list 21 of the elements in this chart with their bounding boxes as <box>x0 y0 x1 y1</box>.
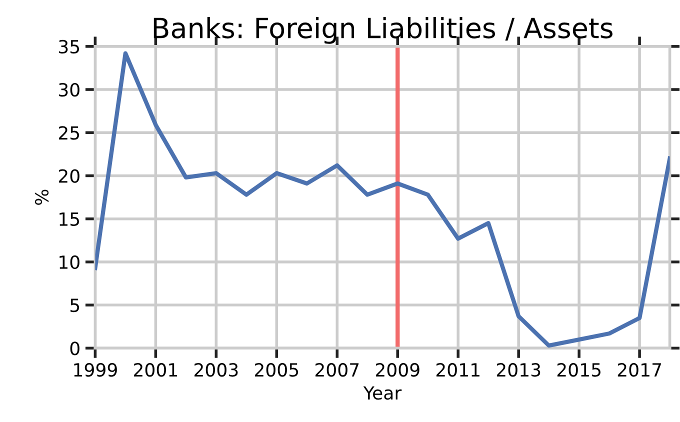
y-tick-label: 5 <box>70 298 80 312</box>
y-tick-label: 0 <box>70 342 80 356</box>
x-tick-label: 2011 <box>436 363 480 377</box>
y-tick-label: 20 <box>58 169 80 183</box>
x-tick-label: 2005 <box>255 363 298 377</box>
x-tick-label: 2003 <box>194 363 238 377</box>
x-tick-label: 2009 <box>376 363 420 377</box>
y-tick-label: 30 <box>59 82 80 97</box>
y-tick-label: 25 <box>58 126 80 140</box>
y-tick-label: 15 <box>60 212 80 226</box>
x-tick-label: 2007 <box>315 363 359 377</box>
x-tick-label: 1999 <box>74 363 117 377</box>
x-tick-label: 2013 <box>496 363 540 377</box>
y-tick-label: 10 <box>60 255 80 270</box>
chart-title: Banks: Foreign Liabilities / Assets <box>154 16 612 44</box>
y-axis-title: % <box>34 190 49 205</box>
y-tick-label: 35 <box>59 40 80 54</box>
x-tick-label: 2001 <box>134 363 177 377</box>
x-tick-label: 2015 <box>557 363 600 377</box>
x-axis-title: Year <box>363 386 402 400</box>
x-tick-label: 2017 <box>618 363 661 377</box>
